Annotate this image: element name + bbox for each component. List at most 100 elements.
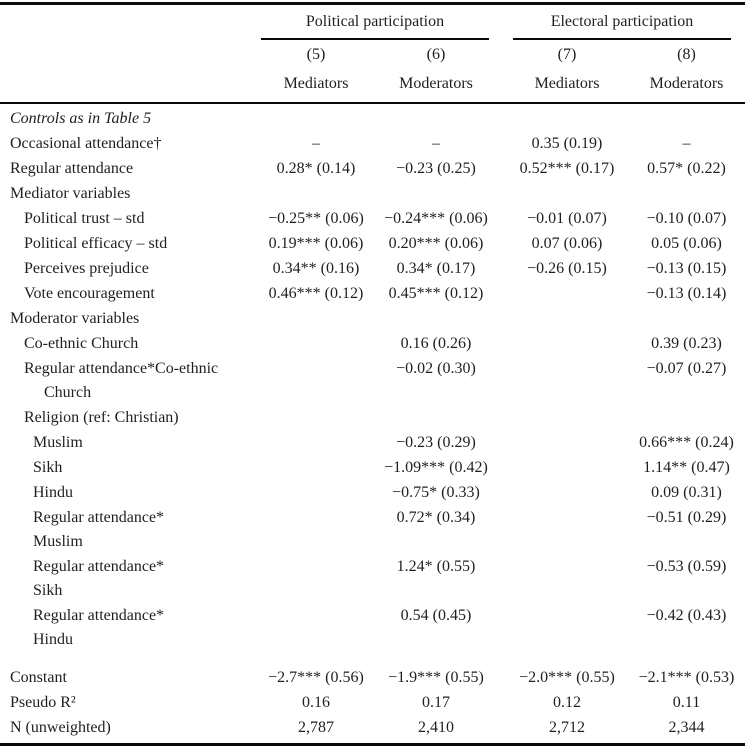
cell-value: −1.9*** (0.55) <box>388 669 484 686</box>
cell-value: 0.07 (0.06) <box>531 235 603 252</box>
row-label: Religion (ref: Christian) <box>24 409 179 426</box>
cell-value: −0.07 (0.27) <box>646 360 727 377</box>
table-row: Regular attendance*Co-ethnic Church −0.02 … <box>0 356 745 405</box>
cell-value: −1.09*** (0.42) <box>384 459 488 476</box>
cell-value: 1.14** (0.47) <box>643 459 730 476</box>
cell-value: −0.42 (0.43) <box>646 607 727 624</box>
cell-value: −2.0*** (0.55) <box>519 669 615 686</box>
cell-value: 0.54 (0.45) <box>400 607 472 624</box>
row-label-wrap: Sikh <box>33 582 63 599</box>
model-number: (5) <box>306 45 326 63</box>
table-row: Vote encouragement 0.46*** (0.12) 0.45*** … <box>0 281 745 306</box>
cell-value: −0.53 (0.59) <box>646 558 727 575</box>
table-row: Constant −2.7*** (0.56) −1.9*** (0.55) −2.0… <box>0 665 745 690</box>
table-row: Perceives prejudice 0.34** (0.16) 0.34* (0… <box>0 256 745 281</box>
row-label-wrap: Hindu <box>33 631 73 648</box>
table-row: Political trust – std −0.25** (0.06) −0.24… <box>0 206 745 231</box>
cell-value: 0.11 <box>672 694 701 711</box>
column-group-electoral-participation: Electoral participation <box>513 12 731 40</box>
model-label: Moderators <box>399 75 473 92</box>
cell-value: 0.57* (0.22) <box>647 160 726 177</box>
table-row: Co-ethnic Church 0.16 (0.26) 0.39 (0.23) <box>0 331 745 356</box>
cell-value: 0.12 <box>553 694 581 711</box>
cell-value: −0.23 (0.25) <box>396 160 476 177</box>
row-label: Sikh <box>33 459 63 476</box>
cell-value: 2,344 <box>668 719 705 736</box>
cell-value: −0.26 (0.15) <box>527 260 607 277</box>
cell-value: 0.45*** (0.12) <box>388 285 484 302</box>
cell-value: – <box>432 135 440 152</box>
cell-value: −0.13 (0.15) <box>646 260 727 277</box>
cell-value: −2.1*** (0.53) <box>638 669 735 686</box>
row-label: Regular attendance* Hindu <box>0 603 252 652</box>
cell-value: 0.20*** (0.06) <box>388 235 484 252</box>
cell-value: 2,787 <box>298 719 334 736</box>
column-group-label: Political participation <box>305 13 445 30</box>
cell-value: −2.7*** (0.56) <box>268 669 364 686</box>
cell-value: −0.75* (0.33) <box>392 484 480 501</box>
cell-value: 0.05 (0.06) <box>651 235 722 252</box>
table-row: Regular attendance 0.28* (0.14) −0.23 (0.2… <box>0 156 745 181</box>
row-label: Vote encouragement <box>24 285 155 302</box>
table-row: Moderator variables <box>0 306 745 331</box>
table-row: Regular attendance* Hindu 0.54 (0.45) −0.42… <box>0 603 745 652</box>
cell-value: 0.19*** (0.06) <box>268 235 364 252</box>
cell-value: 0.35 (0.19) <box>531 135 603 152</box>
row-label: Regular attendance <box>10 160 134 177</box>
cell-value: 0.66*** (0.24) <box>639 434 734 451</box>
row-label: Regular attendance*Co-ethnic Church <box>0 356 252 405</box>
cell-value: 0.72* (0.34) <box>396 509 476 526</box>
cell-value: −0.10 (0.07) <box>646 210 727 227</box>
cell-value: 0.09 (0.31) <box>651 484 722 501</box>
table-row: Religion (ref: Christian) <box>0 405 745 430</box>
cell-value: 0.28* (0.14) <box>276 160 356 177</box>
cell-value: 0.16 (0.26) <box>400 335 472 352</box>
cell-value: 0.34** (0.16) <box>272 260 360 277</box>
column-group-header-row: Political participation Electoral partic… <box>0 5 745 40</box>
model-label: Mediators <box>283 75 349 92</box>
row-label: Hindu <box>33 484 73 501</box>
table-top-rule <box>0 2 745 5</box>
cell-value: −0.24*** (0.06) <box>384 210 488 227</box>
row-label: Political efficacy – std <box>24 235 168 252</box>
cell-value: 0.52*** (0.17) <box>519 160 615 177</box>
cell-value: 0.46*** (0.12) <box>268 285 364 302</box>
model-label: Mediators <box>534 75 600 92</box>
header-separator-rule <box>0 102 745 104</box>
row-label: Regular attendance* Muslim <box>0 505 252 554</box>
table-row: Occasional attendance† – – 0.35 (0.19) – <box>0 131 745 156</box>
table-row: Muslim −0.23 (0.29) 0.66*** (0.24) <box>0 430 745 455</box>
row-label: Co-ethnic Church <box>24 335 139 352</box>
table-row: N (unweighted) 2,787 2,410 2,712 2,344 <box>0 715 745 740</box>
model-number: (8) <box>677 45 696 63</box>
row-label: Constant <box>10 669 67 686</box>
row-label-wrap: Church <box>44 384 92 401</box>
table-footer: Constant −2.7*** (0.56) −1.9*** (0.55) −2.0… <box>0 665 745 740</box>
row-label: Political trust – std <box>24 210 145 227</box>
column-group-political-participation: Political participation <box>261 12 489 40</box>
model-number: (6) <box>426 45 446 63</box>
table-row: Political efficacy – std 0.19*** (0.06) 0.… <box>0 231 745 256</box>
cell-value: −0.23 (0.29) <box>396 434 476 451</box>
table-row: Pseudo R² 0.16 0.17 0.12 0.11 <box>0 690 745 715</box>
cell-value: 0.34* (0.17) <box>396 260 476 277</box>
cell-value: 0.39 (0.23) <box>651 335 722 352</box>
row-label: Mediator variables <box>10 185 131 202</box>
model-number-row: (5) (6) (7) (8) <box>0 40 745 69</box>
row-label: Perceives prejudice <box>24 260 149 277</box>
row-label: Occasional attendance† <box>10 135 162 152</box>
cell-value: −0.13 (0.14) <box>646 285 727 302</box>
model-number: (7) <box>557 45 577 63</box>
cell-value: −0.02 (0.30) <box>396 360 476 377</box>
cell-value: 0.16 <box>302 694 330 711</box>
row-label-wrap: Muslim <box>33 533 83 550</box>
table-row: Mediator variables <box>0 181 745 206</box>
row-label: Pseudo R² <box>10 694 76 711</box>
table-row: Sikh −1.09*** (0.42) 1.14** (0.47) <box>0 455 745 480</box>
cell-value: −0.51 (0.29) <box>646 509 727 526</box>
column-group-label: Electoral participation <box>550 13 694 30</box>
cell-value: 2,410 <box>418 719 454 736</box>
cell-value: – <box>312 135 320 152</box>
cell-value: −0.25** (0.06) <box>268 210 364 227</box>
